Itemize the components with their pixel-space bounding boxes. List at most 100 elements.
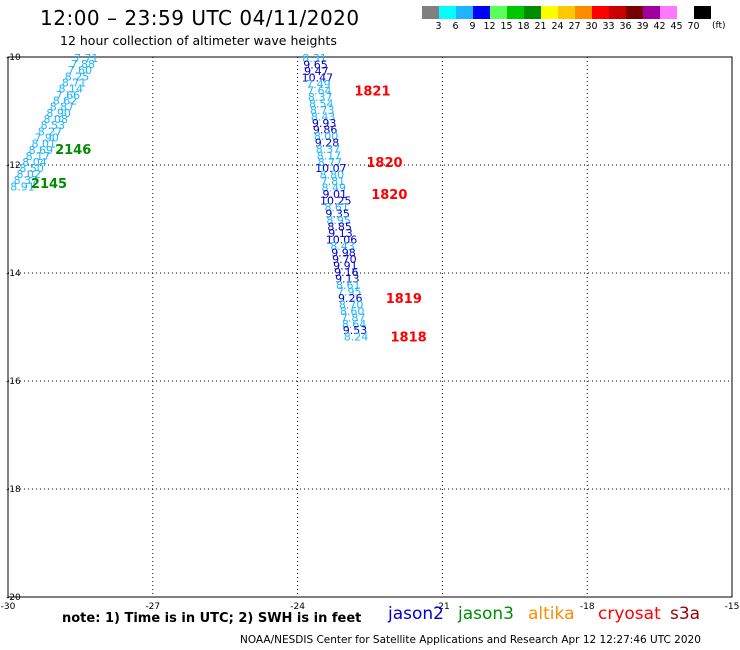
color-scale-label: 6 [452,21,459,32]
color-swatch [660,6,677,19]
color-swatch [558,6,575,19]
color-swatch [507,6,524,19]
color-swatch [677,6,694,19]
x-tick-label: -15 [725,602,740,612]
color-scale-label: 9 [469,21,476,32]
y-tick-label: -14 [6,269,21,279]
color-scale-label: 12 [483,21,496,32]
x-tick-label: -30 [1,602,16,612]
x-tick-label: -18 [580,602,595,612]
color-scale-label: 39 [636,21,649,32]
swh-value-label: 9.47 [304,65,329,78]
swh-value-label: 8.01 [31,137,56,150]
color-swatch [473,6,490,19]
swh-value-label: 9.13 [328,227,353,240]
color-scale-bar [422,6,711,19]
swh-value-label: 8.73 [310,104,335,117]
swh-value-label: 8.87 [50,101,75,114]
swh-value-label: 8.62 [53,95,78,108]
swh-value-label: 10.47 [302,72,334,85]
swh-value-label: 8.71 [62,76,87,89]
swh-value-label: 9.26 [338,292,363,305]
color-swatch [626,6,643,19]
pass-time-label: 2145 [31,177,67,192]
legend-cryosat: cryosat [598,604,661,624]
swh-value-label: 10.07 [315,162,347,175]
swh-value-label: 10.06 [326,234,358,247]
swh-value-label: 10.25 [320,195,352,208]
swh-value-label: 8.08 [44,113,69,126]
color-swatch [439,6,456,19]
swh-value-label: 8.31 [302,52,327,65]
swh-value-label: 7.87 [341,311,366,324]
color-scale-label: 30 [585,21,598,32]
pass-time-label: 2146 [55,143,91,158]
color-swatch [643,6,660,19]
chart-title: 12:00 – 23:59 UTC 04/11/2020 [40,6,360,30]
pass-time-label: 1818 [391,331,427,346]
footer-credit: NOAA/NESDIS Center for Satellite Applica… [240,634,701,646]
x-tick-label: -21 [435,602,450,612]
x-tick-label: -24 [290,602,305,612]
swh-value-label: 8.85 [327,221,352,234]
chart-subtitle: 12 hour collection of altimeter wave hei… [60,33,337,48]
swh-value-label: 8.60 [340,305,365,318]
y-tick-label: -12 [6,161,21,171]
pass-time-label: 1819 [386,292,422,307]
swh-value-label: 8.95 [326,214,351,227]
y-tick-label: -20 [6,593,21,603]
swh-value-label: 9.65 [303,59,328,72]
color-swatch [541,6,558,19]
swh-value-label: 8.80 [320,169,345,182]
swh-value-label: 8.77 [318,156,343,169]
swh-value-label: 8.70 [339,298,364,311]
pass-time-label: 1821 [354,84,390,99]
color-scale-label: 18 [517,21,530,32]
swh-value-label: 8.02 [17,168,42,181]
swh-value-label: 8.25 [65,70,90,83]
swh-value-label: 9.13 [335,272,360,285]
swh-value-label: 7.66 [56,89,81,102]
pass-time-label: 1820 [371,188,407,203]
swh-value-label: 8.43 [330,240,355,253]
footer-note: note: 1) Time is in UTC; 2) SWH is in fe… [62,611,362,626]
y-tick-label: -16 [6,377,21,387]
swh-value-label: 9.98 [331,246,356,259]
swh-value-label: 9.28 [315,136,340,149]
swh-value-label: 9.86 [313,123,338,136]
color-scale-label: 3 [435,21,442,32]
color-scale-label: 36 [619,21,632,32]
x-tick-label: -27 [145,602,160,612]
pass-time-label: 1820 [366,156,402,171]
color-scale-label: 33 [602,21,615,32]
swh-value-label: 8.27 [38,126,63,139]
swh-value-label: 8.91 [10,181,35,194]
swh-value-label: 7.81 [321,175,346,188]
color-scale-label: 45 [670,21,683,32]
legend-altika: altika [528,604,575,624]
swh-value-label: 7.95 [337,285,362,298]
swh-value-label: 8.61 [336,279,361,292]
swh-value-label: 9.70 [332,253,357,266]
swh-value-label: 7.90 [34,131,59,144]
swh-value-label: 7.88 [71,58,96,71]
swh-value-label: 8.69 [29,144,54,157]
swh-value-label: 8.53 [41,119,66,132]
swh-value-label: 8.17 [317,149,342,162]
swh-value-label: 8.37 [14,174,39,187]
swh-value-label: 7.49 [306,78,331,91]
swh-value-label: 7.60 [68,64,93,77]
color-scale-label: 15 [500,21,513,32]
swh-value-label: 8.54 [309,97,334,110]
color-swatch [456,6,473,19]
legend-s3a: s3a [670,604,701,624]
swh-value-label: 8.43 [311,110,336,123]
color-swatch [524,6,541,19]
color-swatch [592,6,609,19]
swh-value-label: 9.35 [325,208,350,221]
swh-value-label: 8.64 [342,318,367,331]
color-scale-label: 24 [551,21,564,32]
legend-jason2: jason2 [388,604,444,624]
color-scale-labels: 3 6 9 12 15 18 21 24 27 30 33 36 39 42 45 70 [422,21,702,32]
